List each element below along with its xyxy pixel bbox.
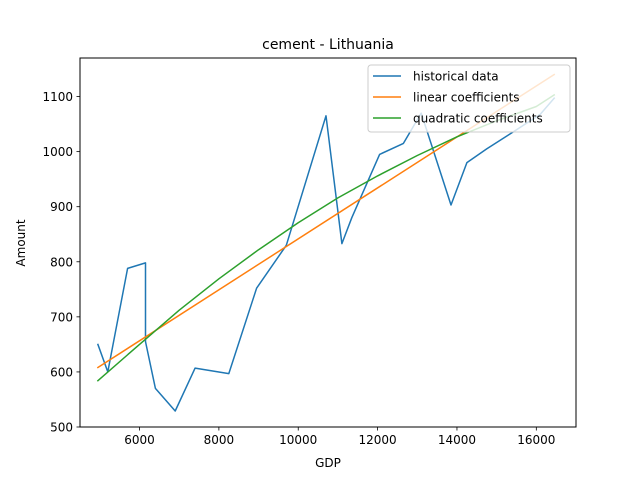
- y-tick-label-3: 800: [50, 255, 73, 269]
- legend-box: [367, 64, 571, 133]
- x-tick-label-3: 12000: [359, 433, 397, 447]
- x-axis-label: GDP: [315, 456, 341, 470]
- chart-title: cement - Lithuania: [262, 37, 394, 53]
- y-tick-label-2: 700: [50, 310, 73, 324]
- legend-label-0: historical data: [413, 70, 499, 84]
- y-tick-label-4: 900: [50, 200, 73, 214]
- x-tick-label-2: 10000: [279, 433, 317, 447]
- series-line-0: [96, 97, 556, 412]
- x-axis-ticks: 6000 8000 10000 12000 14000 16000: [124, 427, 555, 447]
- y-tick-label-0: 500: [50, 421, 73, 435]
- plot-area-frame: [79, 57, 577, 428]
- legend-label-2: quadratic coefficients: [413, 112, 543, 126]
- legend: historical data linear coefficients quadra…: [367, 64, 571, 133]
- y-tick-label-1: 600: [50, 365, 73, 379]
- x-tick-label-5: 16000: [517, 433, 555, 447]
- y-tick-label-6: 1100: [42, 90, 73, 104]
- y-tick-label-5: 1000: [42, 145, 73, 159]
- x-tick-label-1: 8000: [204, 433, 235, 447]
- y-axis-label: Amount: [14, 219, 28, 266]
- x-tick-label-4: 14000: [438, 433, 476, 447]
- x-tick-label-0: 6000: [124, 433, 155, 447]
- legend-label-1: linear coefficients: [413, 91, 520, 105]
- series-line-2: [96, 93, 556, 382]
- y-axis-ticks: 500 600 700 800 900 1000 1100: [42, 90, 80, 435]
